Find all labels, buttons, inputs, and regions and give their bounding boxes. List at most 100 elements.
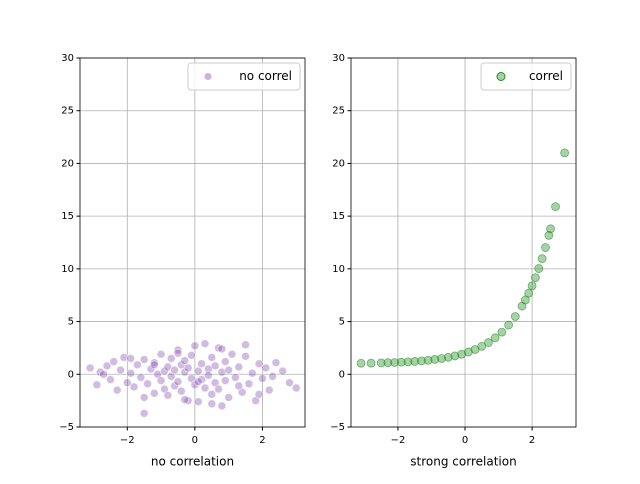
point	[207, 353, 217, 362]
point	[224, 393, 234, 402]
point	[477, 341, 487, 351]
point	[220, 376, 230, 386]
legend-box	[480, 62, 572, 91]
point	[244, 379, 254, 389]
legend-label: correl	[529, 69, 563, 83]
point	[437, 354, 446, 363]
point	[139, 408, 149, 418]
point	[193, 366, 203, 376]
axes-frame	[79, 57, 306, 428]
point	[210, 361, 220, 371]
point	[541, 243, 550, 252]
point	[163, 390, 173, 400]
point	[366, 358, 376, 368]
point	[234, 381, 244, 391]
point	[187, 350, 196, 360]
point	[490, 333, 500, 343]
point	[143, 379, 152, 389]
point	[180, 356, 190, 365]
point	[139, 355, 149, 364]
y-tick-label: 30	[61, 53, 74, 64]
point	[264, 385, 274, 395]
y-tick-label: 20	[332, 158, 345, 169]
point	[149, 360, 159, 370]
point	[217, 367, 227, 377]
point	[200, 339, 210, 349]
legend-label: no correl	[239, 69, 292, 83]
point	[183, 363, 193, 373]
point	[450, 351, 460, 361]
point	[278, 366, 288, 376]
point	[109, 357, 119, 367]
point	[183, 396, 193, 406]
point	[166, 354, 176, 363]
point	[190, 341, 200, 351]
point	[85, 363, 95, 373]
point	[176, 386, 186, 396]
point	[534, 264, 544, 273]
legend-marker	[496, 72, 506, 81]
point	[99, 369, 109, 379]
point	[383, 358, 393, 368]
point	[497, 327, 507, 337]
point	[227, 349, 237, 359]
point	[271, 358, 281, 368]
point	[133, 360, 142, 370]
point	[193, 397, 203, 407]
axes-frame	[350, 57, 577, 428]
point	[173, 348, 183, 358]
point	[247, 368, 257, 378]
y-tick-label: 25	[61, 106, 74, 117]
point	[376, 358, 386, 368]
point	[136, 373, 146, 382]
point	[396, 357, 406, 367]
point	[484, 338, 493, 347]
point	[149, 358, 159, 368]
point	[430, 355, 440, 364]
point	[560, 148, 569, 158]
y-tick-label: 0	[339, 369, 345, 380]
y-tick-label: 25	[332, 106, 345, 117]
point	[390, 358, 399, 367]
x-tick-label: 2	[529, 435, 535, 446]
point	[291, 383, 301, 393]
point	[261, 363, 271, 373]
point	[531, 273, 540, 283]
point	[203, 370, 213, 380]
point	[102, 361, 112, 371]
point	[197, 359, 207, 369]
point	[504, 320, 514, 330]
point	[180, 395, 190, 404]
point	[258, 374, 267, 383]
point	[356, 358, 366, 368]
y-tick-label: 0	[68, 369, 74, 380]
point	[410, 357, 420, 366]
point	[443, 352, 453, 362]
legend-marker	[203, 72, 213, 81]
x-axis-label: strong correlation	[410, 455, 516, 469]
point	[231, 373, 240, 382]
point	[457, 349, 467, 359]
point	[217, 344, 227, 354]
point	[527, 281, 537, 291]
y-tick-label: 15	[332, 211, 345, 222]
point	[214, 343, 223, 353]
point	[254, 389, 264, 399]
point	[551, 202, 560, 212]
point	[234, 362, 244, 372]
point	[403, 357, 413, 367]
y-tick-label: 10	[332, 264, 345, 275]
y-tick-label: −5	[59, 422, 74, 433]
x-tick-label: −2	[120, 435, 135, 446]
point	[537, 254, 547, 264]
point	[173, 377, 183, 387]
point	[546, 224, 555, 234]
point	[126, 354, 136, 363]
point	[156, 376, 166, 386]
point	[241, 351, 250, 361]
point	[217, 401, 227, 411]
x-axis-label: no correlation	[151, 455, 234, 469]
legend-box	[187, 62, 301, 91]
point	[220, 357, 230, 367]
